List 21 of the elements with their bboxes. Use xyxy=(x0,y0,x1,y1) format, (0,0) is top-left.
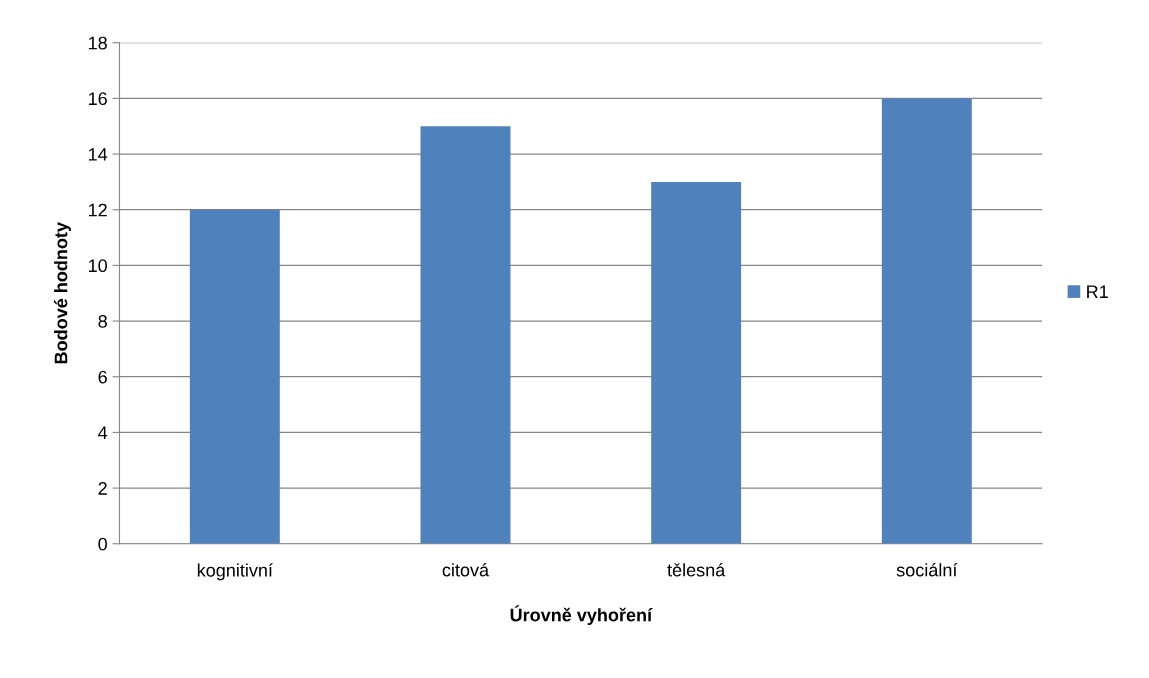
y-tick-label: 4 xyxy=(98,426,108,439)
y-tick-label: 8 xyxy=(98,315,107,328)
legend-label: R1 xyxy=(1087,285,1108,298)
x-tick-label: kognitivní xyxy=(197,563,273,581)
y-tick-label: 10 xyxy=(88,259,107,273)
y-tick-label: 2 xyxy=(98,482,107,495)
x-axis-title: Úrovně vyhoření xyxy=(510,605,653,625)
bar xyxy=(651,181,742,544)
y-tick-label: 18 xyxy=(88,36,107,50)
bar xyxy=(881,98,972,544)
x-tick-label: sociální xyxy=(896,562,958,577)
y-axis-title: Bodové hodnoty xyxy=(53,222,71,364)
y-tick-label: 6 xyxy=(98,370,107,384)
y-tick-label: 16 xyxy=(88,92,107,106)
y-tick-label: 12 xyxy=(88,203,107,217)
y-tick-label: 0 xyxy=(98,537,107,551)
bar xyxy=(189,209,280,544)
y-tick-label: 14 xyxy=(88,148,108,161)
x-tick-label: citová xyxy=(442,562,490,577)
bar xyxy=(420,126,511,544)
x-tick-label: tělesná xyxy=(667,562,726,577)
